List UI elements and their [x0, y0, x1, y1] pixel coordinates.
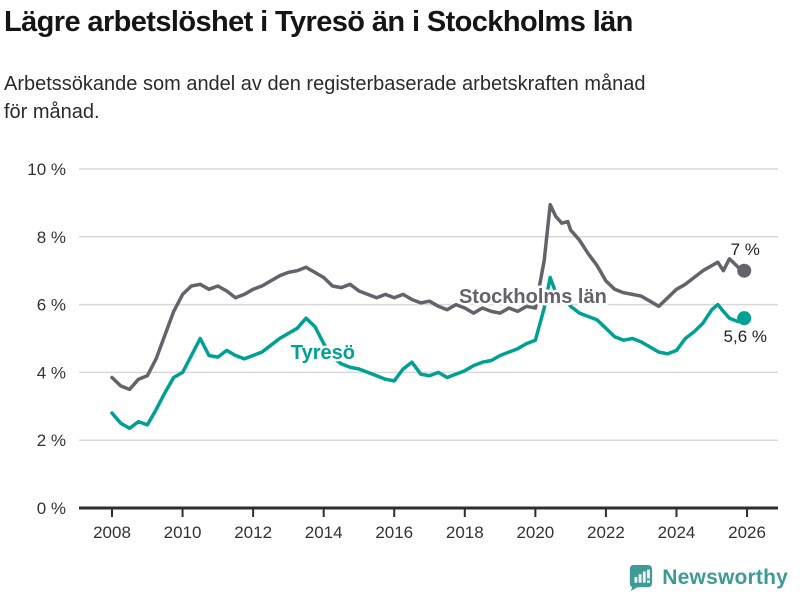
- series-end-dot-1: [737, 311, 752, 326]
- newsworthy-brand-text: Newsworthy: [662, 566, 788, 589]
- series-line-0: [110, 202, 746, 392]
- y-axis-label-4: 4 %: [37, 363, 66, 382]
- x-axis-label-2024: 2024: [658, 523, 696, 542]
- y-axis-label-8: 8 %: [37, 228, 66, 247]
- x-axis-label-2016: 2016: [375, 523, 413, 542]
- annotation-0: 7 %: [731, 240, 760, 259]
- series-line-1: [110, 275, 746, 431]
- x-axis-label-2014: 2014: [305, 523, 343, 542]
- y-axis-label-10: 10 %: [27, 160, 66, 179]
- y-axis-label-2: 2 %: [37, 431, 66, 450]
- x-axis-label-2012: 2012: [234, 523, 272, 542]
- x-axis-label-2018: 2018: [446, 523, 484, 542]
- series-end-dot-0: [737, 263, 752, 278]
- chart-subtitle: Arbetssökande som andel av den registerb…: [4, 70, 794, 126]
- x-axis-label-2008: 2008: [93, 523, 131, 542]
- x-axis-label-2010: 2010: [164, 523, 202, 542]
- annotation-1: 5,6 %: [724, 327, 767, 346]
- subtitle-line-2: för månad.: [4, 101, 100, 123]
- page-title: Lägre arbetslöshet i Tyresö än i Stockho…: [4, 6, 633, 38]
- subtitle-line-1: Arbetssökande som andel av den registerb…: [4, 73, 646, 95]
- brand-footer: Newsworthy: [628, 564, 788, 592]
- x-axis-label-2020: 2020: [516, 523, 554, 542]
- x-axis-label-2026: 2026: [728, 523, 766, 542]
- series-label-1: Tyresö: [291, 342, 355, 364]
- series-label-0: Stockholms län: [459, 286, 607, 308]
- newsworthy-logo-icon: [630, 565, 653, 591]
- x-axis-label-2022: 2022: [587, 523, 625, 542]
- y-axis-label-0: 0 %: [37, 499, 66, 518]
- y-axis-label-6: 6 %: [37, 296, 66, 315]
